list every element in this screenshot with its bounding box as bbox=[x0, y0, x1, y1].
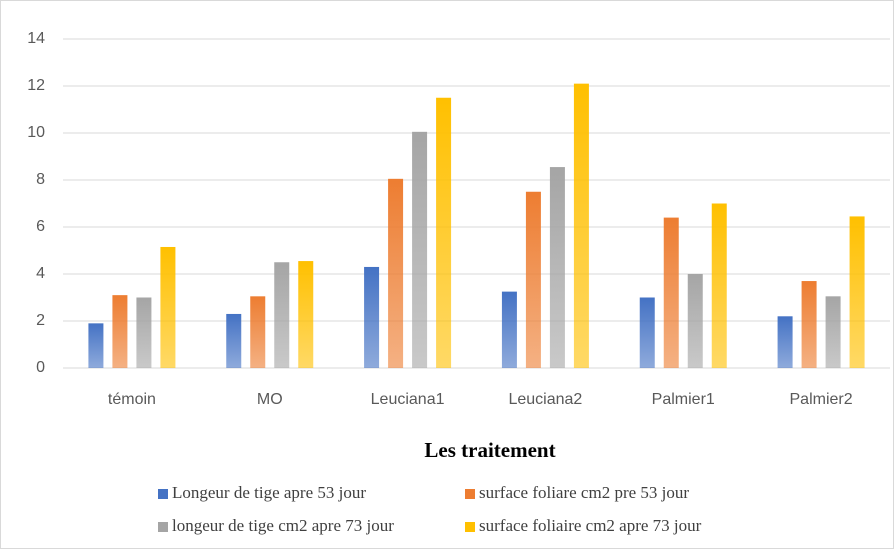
x-tick-label: Palmier1 bbox=[652, 391, 715, 408]
y-tick-label: 6 bbox=[36, 218, 45, 235]
x-tick-label: Leuciana1 bbox=[371, 391, 445, 408]
bar bbox=[687, 274, 703, 368]
bar bbox=[501, 291, 517, 368]
legend-swatch bbox=[465, 489, 475, 499]
bar bbox=[825, 296, 841, 368]
y-tick-label: 4 bbox=[36, 265, 45, 282]
bar bbox=[436, 97, 452, 368]
bar bbox=[525, 191, 541, 368]
bar bbox=[364, 266, 380, 368]
bar bbox=[849, 216, 865, 368]
bar bbox=[801, 281, 817, 368]
bar bbox=[412, 131, 428, 368]
legend-label: Longeur de tige apre 53 jour bbox=[172, 483, 366, 502]
x-tick-label: Palmier2 bbox=[790, 391, 853, 408]
y-tick-label: 2 bbox=[36, 312, 45, 329]
legend-label: surface foliaire cm2 apre 73 jour bbox=[479, 516, 702, 535]
bar bbox=[274, 262, 290, 368]
legend-label: surface foliare cm2 pre 53 jour bbox=[479, 483, 689, 502]
bar bbox=[711, 203, 727, 368]
y-tick-label: 8 bbox=[36, 171, 45, 188]
x-tick-label: Leuciana2 bbox=[508, 391, 582, 408]
legend-swatch bbox=[158, 522, 168, 532]
x-axis-title: Les traitement bbox=[424, 438, 555, 462]
bar bbox=[549, 167, 565, 368]
y-tick-label: 10 bbox=[27, 124, 45, 141]
bar bbox=[136, 297, 152, 368]
bar bbox=[226, 313, 242, 368]
legend-label: longeur de tige cm2 apre 73 jour bbox=[172, 516, 394, 535]
bar bbox=[298, 261, 314, 368]
bar bbox=[663, 217, 679, 368]
bar bbox=[160, 246, 176, 368]
legend-swatch bbox=[465, 522, 475, 532]
y-tick-label: 14 bbox=[27, 30, 45, 47]
bar bbox=[250, 296, 266, 368]
bar bbox=[88, 323, 104, 368]
bar bbox=[112, 295, 128, 368]
y-tick-label: 0 bbox=[36, 359, 45, 376]
y-tick-label: 12 bbox=[27, 77, 45, 94]
bar bbox=[639, 297, 655, 368]
x-tick-label: MO bbox=[257, 391, 283, 408]
legend-swatch bbox=[158, 489, 168, 499]
bar bbox=[777, 316, 793, 368]
x-tick-label: témoin bbox=[108, 391, 156, 408]
bar bbox=[573, 83, 589, 369]
bar bbox=[388, 178, 404, 368]
